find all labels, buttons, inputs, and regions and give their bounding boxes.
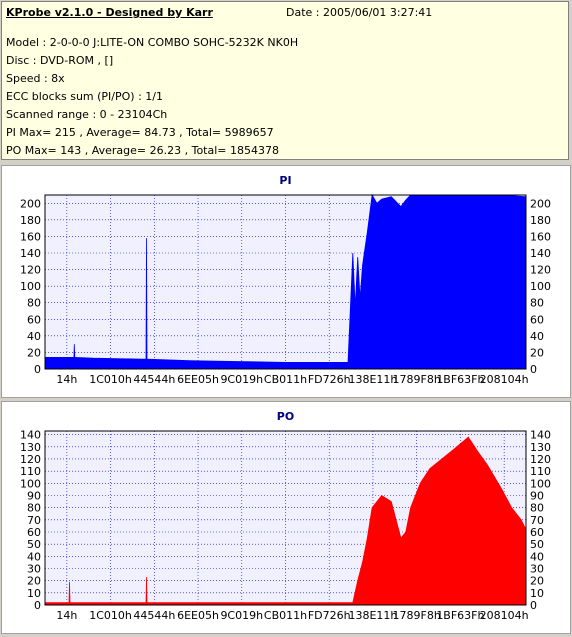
po-chart-title: PO <box>277 410 294 423</box>
pi-chart: PI 0 0 20 20 40 40 60 60 80 80 100 100 120 120 140 140 16… <box>20 174 551 386</box>
pi-y-tick-left: 120 <box>20 264 41 277</box>
po-y-tick-right: 40 <box>530 550 544 563</box>
info-speed: Speed : 8x <box>6 72 65 85</box>
po-y-tick-right: 140 <box>530 429 551 442</box>
pi-y-tick-left: 60 <box>27 313 41 326</box>
pi-y-tick-right: 40 <box>530 330 544 343</box>
info-scanned-range: Scanned range : 0 - 23104Ch <box>6 108 168 121</box>
pi-y-tick-right: 100 <box>530 280 551 293</box>
po-y-tick-left: 10 <box>27 587 41 600</box>
pi-x-tick-label: CB011h <box>264 373 307 386</box>
pi-y-tick-right: 120 <box>530 264 551 277</box>
po-y-tick-left: 50 <box>27 538 41 551</box>
pi-chart-panel: PI 0 0 20 20 40 40 60 60 80 80 100 100 120 120 140 140 16… <box>1 165 571 398</box>
pi-y-tick-right: 180 <box>530 214 551 227</box>
po-x-tick-label: 6EE05h <box>177 609 219 622</box>
po-y-tick-right: 30 <box>530 562 544 575</box>
po-y-tick-right: 20 <box>530 575 544 588</box>
pi-y-tick-right: 80 <box>530 297 544 310</box>
pi-x-tick-label: 44544h <box>133 373 175 386</box>
po-y-tick-right: 50 <box>530 538 544 551</box>
pi-x-tick-label: 138E11h <box>348 373 397 386</box>
po-y-tick-right: 110 <box>530 465 551 478</box>
info-pi-stats: PI Max= 215 , Average= 84.73 , Total= 59… <box>6 126 274 139</box>
po-y-tick-right: 70 <box>530 514 544 527</box>
pi-x-tick-label: 14h <box>56 373 77 386</box>
po-y-tick-left: 110 <box>20 465 41 478</box>
scan-date: Date : 2005/06/01 3:27:41 <box>286 6 433 19</box>
po-series-area <box>44 436 527 606</box>
po-y-tick-left: 70 <box>27 514 41 527</box>
pi-x-tick-label: 1789F8h <box>393 373 441 386</box>
po-y-tick-left: 130 <box>20 441 41 454</box>
po-y-tick-left: 0 <box>34 599 41 612</box>
po-y-tick-left: 30 <box>27 562 41 575</box>
po-y-tick-right: 0 <box>530 599 537 612</box>
po-chart-panel: PO 0 0 10 10 20 20 30 30 40 40 50 50 60 60 70 70 80 80 90 90… <box>1 401 571 634</box>
pi-x-tick-label: 1BF63Fh <box>436 373 484 386</box>
pi-y-tick-right: 60 <box>530 313 544 326</box>
po-y-tick-left: 20 <box>27 575 41 588</box>
pi-x-tick-label: 1C010h <box>89 373 132 386</box>
po-x-tick-label: FD726h <box>308 609 351 622</box>
po-y-tick-left: 140 <box>20 429 41 442</box>
pi-y-tick-left: 140 <box>20 247 41 260</box>
po-y-tick-right: 130 <box>530 441 551 454</box>
po-y-tick-right: 100 <box>530 477 551 490</box>
po-y-tick-left: 80 <box>27 502 41 515</box>
pi-x-tick-label: 9C019h <box>220 373 263 386</box>
po-y-tick-right: 120 <box>530 453 551 466</box>
po-x-tick-label: 1789F8h <box>393 609 441 622</box>
pi-y-tick-right: 200 <box>530 197 551 210</box>
pi-y-tick-left: 0 <box>34 363 41 376</box>
po-x-tick-label: 208104h <box>480 609 529 622</box>
pi-y-tick-left: 40 <box>27 330 41 343</box>
info-po-stats: PO Max= 143 , Average= 26.23 , Total= 18… <box>6 144 279 157</box>
pi-chart-title: PI <box>279 174 291 187</box>
po-y-tick-right: 80 <box>530 502 544 515</box>
pi-y-tick-left: 160 <box>20 230 41 243</box>
info-disc: Disc : DVD-ROM , [] <box>6 54 114 67</box>
po-y-tick-left: 90 <box>27 489 41 502</box>
pi-y-tick-right: 140 <box>530 247 551 260</box>
pi-y-tick-left: 180 <box>20 214 41 227</box>
po-y-tick-left: 60 <box>27 526 41 539</box>
po-y-tick-right: 90 <box>530 489 544 502</box>
pi-y-tick-left: 80 <box>27 297 41 310</box>
po-x-tick-label: CB011h <box>264 609 307 622</box>
app-title: KProbe v2.1.0 - Designed by Karr <box>6 6 213 19</box>
po-x-tick-label: 138E11h <box>348 609 397 622</box>
pi-x-tick-label: 6EE05h <box>177 373 219 386</box>
pi-y-tick-right: 160 <box>530 230 551 243</box>
pi-y-tick-right: 0 <box>530 363 537 376</box>
po-y-tick-right: 60 <box>530 526 544 539</box>
info-ecc-blocks: ECC blocks sum (PI/PO) : 1/1 <box>6 90 163 103</box>
pi-x-tick-label: FD726h <box>308 373 351 386</box>
po-x-tick-label: 14h <box>56 609 77 622</box>
info-model: Model : 2-0-0-0 J:LITE-ON COMBO SOHC-523… <box>6 36 299 49</box>
pi-y-tick-left: 100 <box>20 280 41 293</box>
info-panel: KProbe v2.1.0 - Designed by Karr Date : … <box>1 1 569 160</box>
po-plot-frame <box>44 430 527 606</box>
pi-y-tick-left: 200 <box>20 197 41 210</box>
po-x-tick-label: 44544h <box>133 609 175 622</box>
po-x-tick-label: 1C010h <box>89 609 132 622</box>
po-y-tick-left: 100 <box>20 477 41 490</box>
pi-y-tick-right: 20 <box>530 346 544 359</box>
pi-plot-frame <box>44 194 527 370</box>
pi-x-tick-label: 208104h <box>480 373 529 386</box>
po-y-tick-right: 10 <box>530 587 544 600</box>
po-y-tick-left: 40 <box>27 550 41 563</box>
po-x-tick-label: 9C019h <box>220 609 263 622</box>
pi-y-tick-left: 20 <box>27 346 41 359</box>
po-y-tick-left: 120 <box>20 453 41 466</box>
po-x-tick-label: 1BF63Fh <box>436 609 484 622</box>
